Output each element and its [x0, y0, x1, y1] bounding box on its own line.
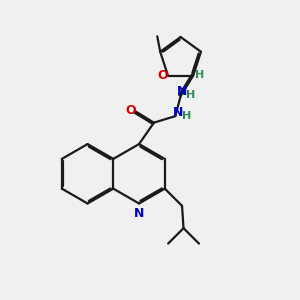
- Text: N: N: [177, 85, 187, 98]
- Text: O: O: [125, 104, 136, 117]
- Text: H: H: [187, 90, 196, 100]
- Text: H: H: [195, 70, 204, 80]
- Text: O: O: [158, 69, 168, 82]
- Text: H: H: [182, 111, 191, 121]
- Text: N: N: [173, 106, 184, 119]
- Text: N: N: [134, 207, 144, 220]
